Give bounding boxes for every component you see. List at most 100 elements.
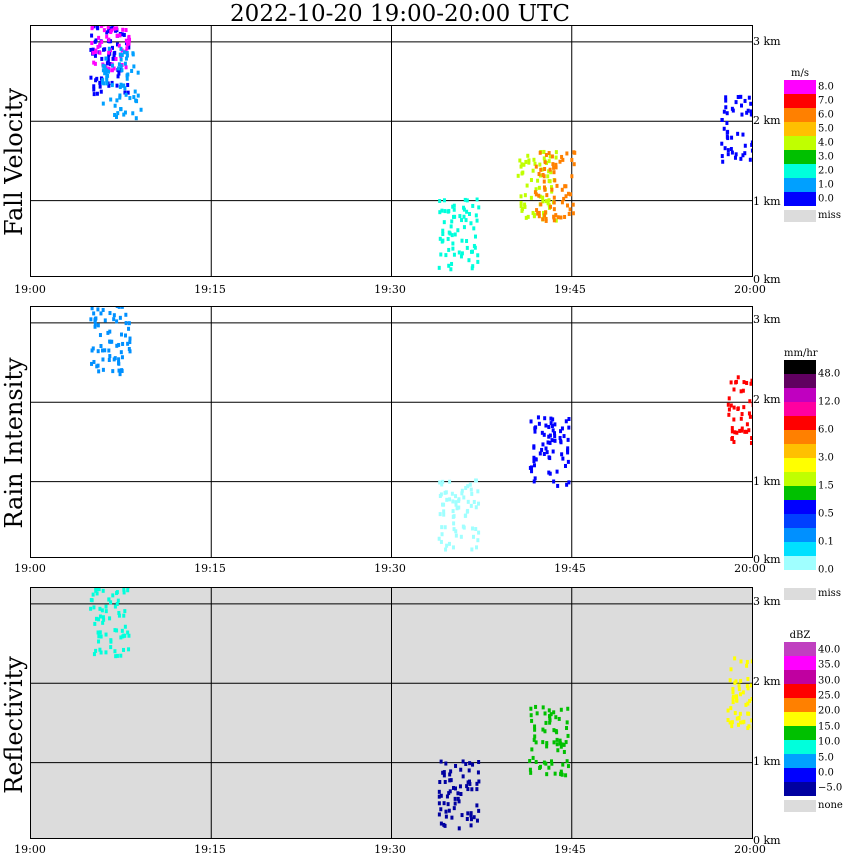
echo-pixel — [101, 63, 105, 68]
echo-pixel — [95, 364, 99, 369]
echo-pixel — [454, 529, 458, 534]
colorbar-swatch — [784, 108, 816, 122]
echo-pixel — [567, 480, 571, 485]
colorbar-swatch — [784, 430, 816, 444]
echo-pixel — [119, 332, 123, 337]
echo-pixel — [555, 737, 559, 742]
echo-pixel — [564, 773, 568, 778]
echo-pixel — [534, 192, 538, 197]
echo-pixel — [744, 702, 748, 707]
echo-pixel — [438, 780, 442, 785]
echo-pixel — [724, 98, 728, 103]
x-tick-label: 19:45 — [554, 283, 586, 296]
echo-pixel — [93, 61, 97, 66]
x-tick-label: 19:15 — [194, 562, 226, 575]
echo-pixel — [548, 167, 552, 172]
echo-pixel — [542, 185, 546, 190]
echo-pixel — [444, 761, 448, 766]
echo-pixel — [520, 162, 524, 167]
echo-pixel — [547, 425, 551, 430]
echo-pixel — [119, 46, 123, 51]
echo-pixel — [91, 592, 95, 597]
echo-pixel — [732, 439, 736, 444]
echo-pixel — [117, 613, 121, 618]
echo-pixel — [89, 317, 93, 322]
echo-pixel — [118, 372, 122, 377]
echo-pixel — [96, 617, 100, 622]
echo-pixel — [450, 219, 454, 224]
echo-pixel — [114, 57, 118, 62]
echo-pixel — [570, 174, 574, 179]
echo-pixel — [90, 26, 94, 31]
echo-pixel — [469, 487, 473, 492]
echo-pixel — [519, 200, 523, 205]
colorbar-label: 12.0 — [818, 396, 841, 408]
echo-pixel — [536, 211, 540, 216]
echo-pixel — [729, 667, 733, 672]
echo-pixel — [466, 508, 470, 513]
echo-pixel — [541, 727, 545, 732]
echo-pixel — [122, 112, 126, 117]
echo-pixel — [527, 158, 531, 163]
echo-pixel — [469, 823, 473, 828]
echo-pixel — [125, 46, 129, 51]
echo-pixel — [739, 416, 743, 421]
echo-pixel — [558, 159, 562, 164]
echo-cluster — [533, 150, 577, 223]
echo-pixel — [114, 114, 118, 119]
echo-pixel — [543, 416, 547, 421]
echo-pixel — [739, 720, 743, 725]
echo-pixel — [457, 799, 461, 804]
colorbar-missing-swatch — [784, 588, 816, 600]
echo-pixel — [127, 34, 131, 39]
echo-pixel — [543, 213, 547, 218]
echo-pixel — [565, 726, 569, 731]
echo-pixel — [128, 340, 132, 345]
echo-pixel — [546, 201, 550, 206]
echo-pixel — [732, 405, 736, 410]
echo-pixel — [552, 218, 556, 223]
echo-pixel — [454, 502, 458, 507]
echo-pixel — [533, 724, 537, 729]
echo-pixel — [89, 47, 93, 52]
echo-pixel — [545, 772, 549, 777]
echo-pixel — [552, 479, 556, 484]
panel-2-ylabel: Rain Intensity — [0, 357, 28, 529]
echo-pixel — [442, 770, 446, 775]
colorbar-swatch — [784, 514, 816, 528]
echo-pixel — [109, 638, 113, 643]
echo-pixel — [94, 316, 98, 321]
echo-pixel — [728, 678, 732, 683]
echo-pixel — [112, 313, 116, 318]
echo-pixel — [472, 499, 476, 504]
echo-pixel — [549, 170, 553, 175]
echo-pixel — [564, 194, 568, 199]
echo-pixel — [737, 687, 741, 692]
echo-pixel — [447, 263, 451, 268]
colorbar-missing-swatch — [784, 210, 816, 222]
echo-pixel — [439, 793, 443, 798]
echo-pixel — [729, 403, 733, 408]
echo-pixel — [469, 221, 473, 226]
echo-pixel — [471, 203, 475, 208]
echo-pixel — [97, 639, 101, 644]
echo-pixel — [449, 267, 453, 272]
echo-pixel — [519, 194, 523, 199]
echo-pixel — [447, 808, 451, 813]
echo-pixel — [113, 628, 117, 633]
echo-pixel — [103, 348, 107, 353]
colorbar-swatch — [784, 486, 816, 500]
echo-pixel — [97, 35, 101, 40]
echo-pixel — [476, 489, 480, 494]
echo-pixel — [108, 616, 112, 621]
echo-pixel — [98, 606, 102, 611]
echo-pixel — [749, 112, 752, 117]
colorbar-swatch — [784, 444, 816, 458]
echo-pixel — [118, 315, 122, 320]
echo-pixel — [566, 764, 570, 769]
colorbar-swatch — [784, 178, 816, 192]
echo-pixel — [548, 716, 552, 721]
echo-pixel — [730, 429, 734, 434]
colorbar-missing-label: none — [818, 800, 843, 811]
echo-pixel — [740, 426, 744, 431]
